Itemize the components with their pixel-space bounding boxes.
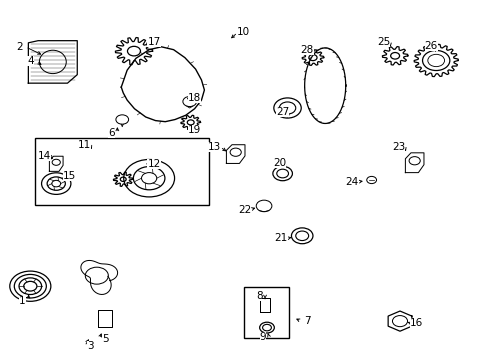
Text: 11: 11 [77,140,91,150]
Bar [35,138,208,205]
Text: 13: 13 [207,142,221,152]
Text: 12: 12 [147,159,161,169]
Text: 3: 3 [87,341,94,351]
Text: 20: 20 [273,158,285,168]
Text: 7: 7 [303,316,310,326]
Text: 5: 5 [102,334,108,344]
Bar [243,287,288,338]
Text: 18: 18 [187,93,201,103]
Text: 21: 21 [274,233,287,243]
Text: 23: 23 [391,142,405,152]
Text: 17: 17 [147,37,161,48]
Text: 27: 27 [275,107,289,117]
Text: 25: 25 [376,37,390,48]
Text: 22: 22 [237,204,251,215]
Text: 4: 4 [27,56,34,66]
Text: 28: 28 [300,45,313,55]
Text: 8: 8 [255,291,262,301]
Text: 6: 6 [108,128,115,138]
Text: 1: 1 [19,296,26,306]
Text: 9: 9 [259,332,266,342]
Text: 2: 2 [16,42,23,52]
Text: 15: 15 [62,171,76,181]
Text: 10: 10 [237,27,249,37]
Text: 24: 24 [345,177,358,187]
Text: 19: 19 [187,125,201,135]
Text: 26: 26 [424,41,437,51]
Text: 16: 16 [409,318,423,328]
Text: 14: 14 [37,150,51,161]
